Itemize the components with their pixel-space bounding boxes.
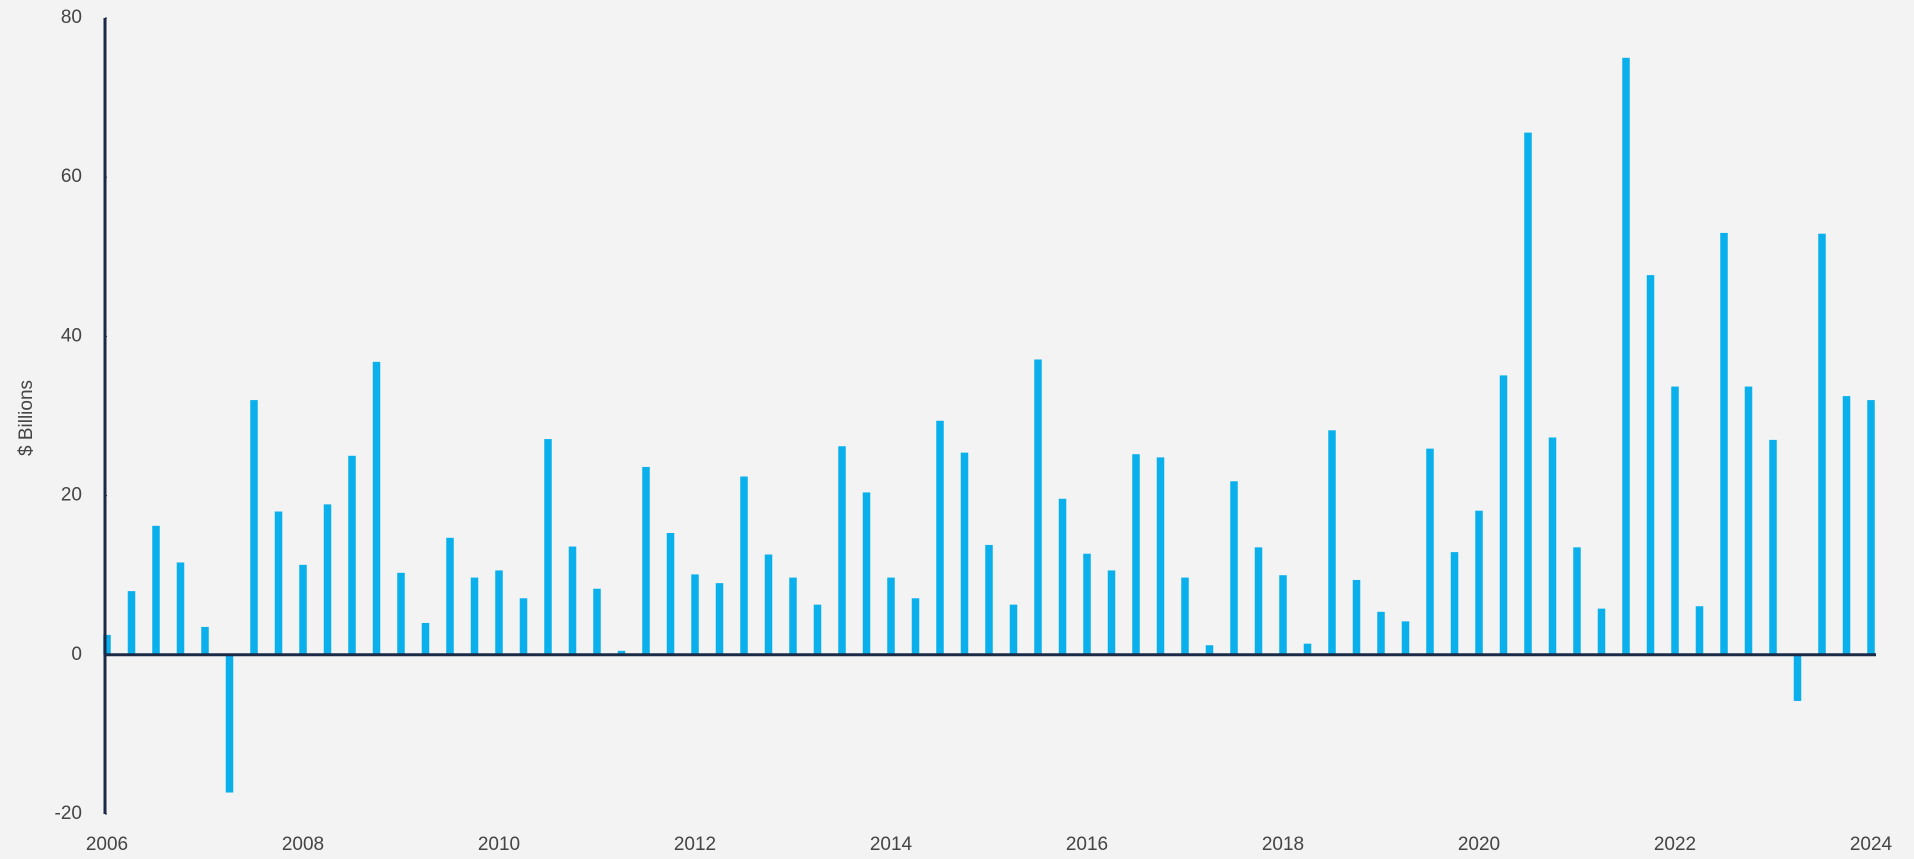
- x-tick-label: 2020: [1458, 834, 1500, 855]
- bar: [372, 361, 381, 655]
- bar: [1524, 132, 1532, 655]
- bar: [568, 546, 577, 655]
- bar: [1818, 233, 1826, 655]
- bar: [544, 439, 552, 655]
- bar: [617, 650, 626, 655]
- y-axis-label: $ Billions: [16, 380, 37, 456]
- bar: [715, 583, 724, 655]
- bar: [299, 564, 307, 655]
- bar: [1083, 553, 1091, 655]
- x-tick-label: 2012: [674, 834, 716, 855]
- bar: [1744, 386, 1753, 655]
- bar: [1548, 437, 1557, 655]
- bar: [1646, 275, 1655, 655]
- bar: [1205, 645, 1214, 655]
- x-tick-label: 2016: [1066, 834, 1108, 855]
- bar: [936, 420, 944, 655]
- x-tick-label: 2010: [478, 834, 520, 855]
- bar: [1132, 454, 1140, 655]
- bar: [103, 634, 111, 655]
- bar: [1156, 457, 1165, 655]
- x-tick-label: 2014: [870, 834, 913, 855]
- x-tick-label: 2022: [1654, 834, 1696, 855]
- bar: [1622, 57, 1630, 655]
- bar: [642, 466, 650, 655]
- bar: [1671, 386, 1679, 655]
- bar: [1769, 439, 1777, 655]
- bar: [1303, 643, 1312, 655]
- bar: [1230, 481, 1238, 655]
- bar: [1597, 608, 1606, 655]
- bar: [887, 577, 895, 655]
- bar: [1181, 577, 1189, 655]
- bar: [495, 570, 503, 655]
- y-tick-label: 60: [61, 166, 82, 187]
- bar: [201, 626, 209, 655]
- bar: [1793, 654, 1802, 701]
- bar: [764, 554, 773, 655]
- bar: [1328, 430, 1336, 655]
- bar: [1352, 579, 1361, 655]
- bar: [1377, 611, 1385, 655]
- x-tick-label: 2006: [86, 834, 128, 855]
- bar: [1058, 498, 1067, 655]
- bar: [1279, 575, 1287, 655]
- x-tick-label: 2018: [1262, 834, 1304, 855]
- bar: [593, 588, 601, 655]
- bar: [1401, 621, 1410, 655]
- bar: [274, 511, 283, 655]
- bar: [250, 400, 258, 655]
- y-tick-label: 0: [71, 644, 82, 665]
- bar: [421, 622, 430, 655]
- y-tick-label: 20: [61, 485, 82, 506]
- y-tick-label: -20: [55, 803, 82, 824]
- bar: [348, 455, 356, 655]
- bar: [789, 577, 797, 655]
- x-tick-label: 2008: [282, 834, 324, 855]
- bar: [225, 654, 234, 793]
- bar: [813, 604, 822, 655]
- bar: [446, 537, 454, 655]
- bar: [740, 476, 748, 655]
- bar: [862, 492, 871, 655]
- bar: [397, 572, 405, 655]
- bar: [1450, 552, 1459, 655]
- x-tick-label: 2024: [1850, 834, 1893, 855]
- bar: [691, 574, 699, 655]
- bar: [1499, 375, 1508, 655]
- bar: [666, 533, 675, 655]
- bar: [323, 504, 332, 655]
- bar: [127, 591, 136, 655]
- bar: [1695, 606, 1704, 655]
- y-tick-label: 80: [61, 7, 82, 28]
- bar: [1034, 359, 1042, 655]
- bar: [1009, 604, 1018, 655]
- bar: [1254, 547, 1263, 655]
- bar: [1475, 510, 1483, 655]
- bar: [911, 598, 920, 655]
- bar: [838, 446, 846, 655]
- bar: [152, 525, 160, 655]
- bar: [960, 452, 969, 655]
- y-tick-label: 40: [61, 325, 82, 346]
- bar: [470, 577, 479, 655]
- bar: [985, 544, 993, 655]
- bar: [519, 598, 528, 655]
- bar: [1573, 547, 1581, 655]
- bar: [1107, 570, 1116, 655]
- bar: [1867, 400, 1875, 655]
- bar: [1720, 232, 1728, 655]
- bar: [1842, 396, 1851, 655]
- bar: [176, 562, 185, 655]
- bar: [1426, 448, 1434, 655]
